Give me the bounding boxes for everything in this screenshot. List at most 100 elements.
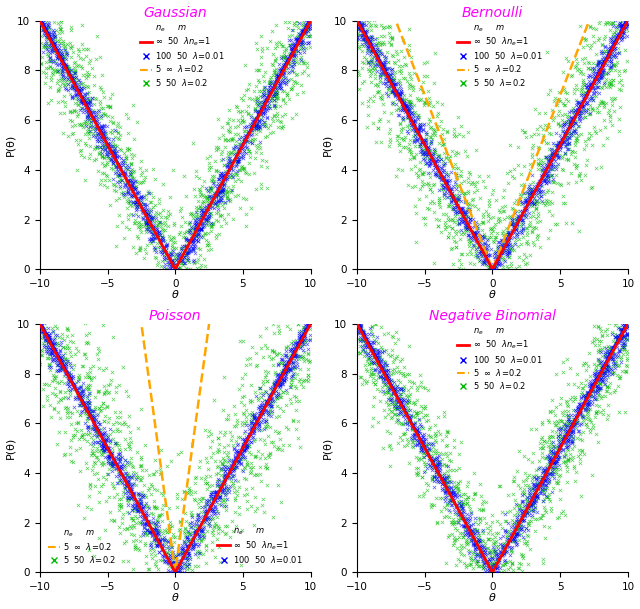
Point [509,221,519,231]
Point [211,181,221,191]
Point [473,561,483,571]
Point [598,362,608,372]
Point [146,218,156,228]
Point [172,562,182,572]
Point [516,529,527,539]
Point [81,70,92,80]
Point [142,224,152,233]
Point [550,93,560,102]
Point [552,478,562,488]
Point [461,495,472,504]
Point [527,186,538,195]
Point [74,382,84,392]
Point [266,401,276,410]
Point [79,96,89,106]
Point [355,326,365,336]
Point [214,209,225,219]
Point [420,134,431,144]
Point [438,185,449,195]
Point [94,147,104,157]
Point [503,264,513,273]
Point [449,124,460,134]
Point [483,216,493,226]
Point [519,490,529,499]
Point [265,77,275,87]
Point [148,509,159,519]
Point [558,425,568,435]
Point [610,65,620,75]
Point [125,171,136,180]
Point [616,334,627,343]
Point [548,161,559,171]
Point [606,45,616,55]
Point [83,71,93,81]
Point [156,240,166,250]
Point [353,306,363,316]
Point [269,379,279,389]
Point [289,50,299,60]
Point [357,25,367,35]
Point [490,248,500,258]
Point [419,58,429,68]
Point [378,78,388,88]
Point [460,209,470,219]
Point [381,360,392,370]
Point [59,379,69,389]
Point [216,481,227,491]
Point [128,503,138,513]
Point [499,202,509,211]
Point [484,521,495,531]
Point [414,120,424,130]
Point [599,78,609,88]
Point [167,548,177,558]
Point [579,398,589,408]
Point [521,212,531,222]
Point [531,481,541,491]
Point [514,558,524,568]
Point [148,519,159,529]
Point [520,238,531,248]
Point [114,474,124,484]
Point [195,202,205,212]
Point [518,510,529,520]
Point [165,551,175,560]
Point [104,451,115,460]
Point [189,230,200,239]
Point [548,406,559,415]
Point [396,432,406,442]
Point [281,51,291,61]
Point [388,97,398,107]
Point [558,506,568,516]
Point [115,412,125,422]
Point [563,155,573,165]
Point [456,437,467,446]
Point [406,74,416,83]
Point [360,40,371,50]
Point [613,361,623,370]
Point [241,122,251,132]
Point [433,221,443,231]
Point [253,395,264,405]
Point [616,324,626,334]
Point [468,228,479,238]
Point [284,68,294,77]
Point [52,52,63,62]
Point [278,70,288,80]
Point [594,77,604,86]
Point [589,63,599,73]
Point [381,360,392,370]
Point [552,442,562,452]
Point [211,230,221,239]
Point [97,135,108,144]
Point [587,66,597,76]
Point [72,44,83,54]
Point [435,202,445,212]
Point [408,442,418,451]
Point [83,93,93,102]
Point [254,102,264,111]
Point [112,152,122,161]
Point [360,32,371,41]
Point [289,348,299,357]
Point [525,159,535,169]
Point [71,82,81,92]
